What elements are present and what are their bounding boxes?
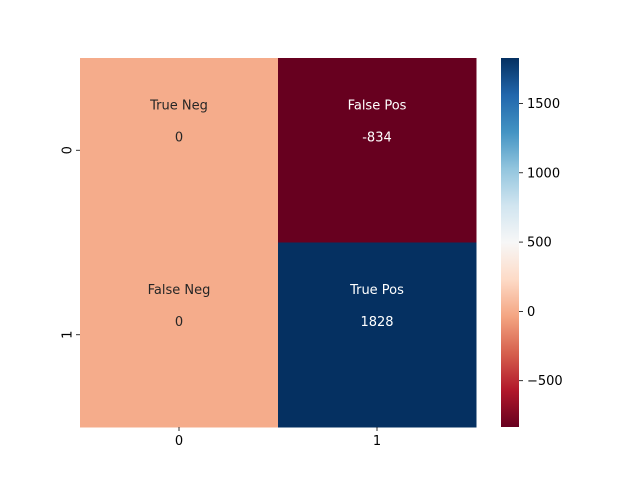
heatmap-cell-0-0 xyxy=(80,58,279,243)
cell-value-1-1: 1828 xyxy=(360,315,393,330)
cell-value-1-0: 0 xyxy=(175,315,183,330)
x-tick-label: 1 xyxy=(373,434,381,449)
colorbar: −500 0 500 1000 1500 xyxy=(501,58,563,427)
y-tick-label: 0 xyxy=(61,146,76,154)
heatmap-cell-1-0 xyxy=(80,242,279,428)
colorbar-tick-label: 500 xyxy=(527,236,552,251)
x-tick-label: 0 xyxy=(175,434,183,449)
colorbar-gradient xyxy=(501,58,519,427)
colorbar-tick-label: 0 xyxy=(527,305,535,320)
y-tick-label: 1 xyxy=(61,331,76,339)
heatmap-cell-1-1 xyxy=(278,242,477,428)
colorbar-tick-label: 1000 xyxy=(527,166,560,181)
cell-value-0-1: -834 xyxy=(362,130,392,145)
cell-value-0-0: 0 xyxy=(175,130,183,145)
cell-label-0-0: True Neg xyxy=(149,98,208,113)
cell-label-0-1: False Pos xyxy=(348,98,407,113)
heatmap-cells xyxy=(80,58,477,428)
colorbar-tick-label: 1500 xyxy=(527,97,560,112)
colorbar-tick-label: −500 xyxy=(527,374,563,389)
y-axis: 01 xyxy=(61,146,80,339)
cell-label-1-0: False Neg xyxy=(148,283,211,298)
heatmap-cell-0-1 xyxy=(278,58,477,243)
cell-annotations: True Neg 0 False Pos -834 False Neg 0 True Pos… xyxy=(148,98,407,330)
cell-label-1-1: True Pos xyxy=(349,283,404,298)
